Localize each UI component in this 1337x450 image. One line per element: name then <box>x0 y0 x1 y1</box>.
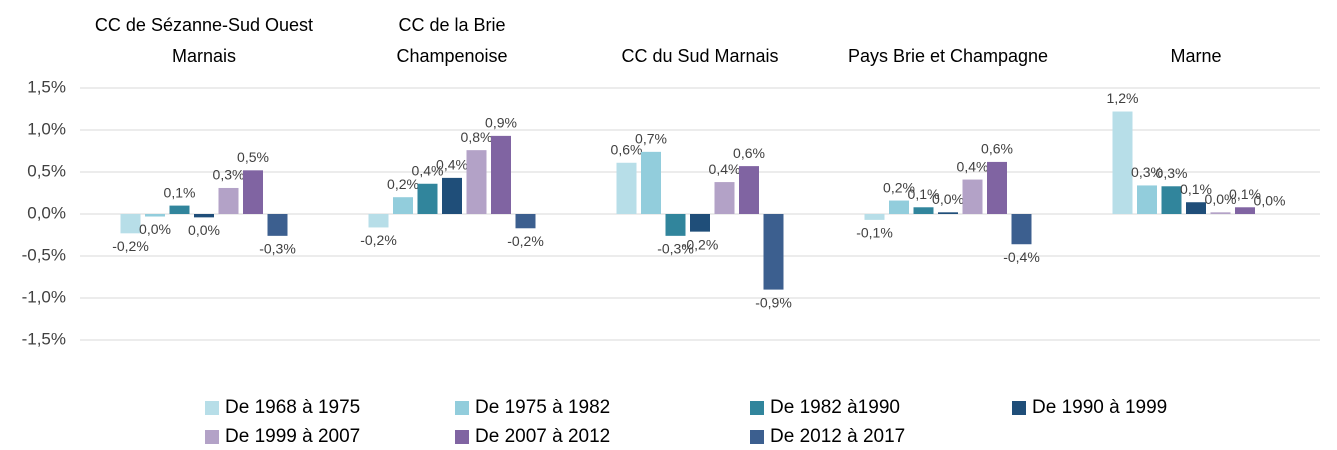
legend-label: De 1982 à1990 <box>770 397 900 418</box>
legend-swatch <box>1012 401 1026 415</box>
y-tick-label: 1,5% <box>27 77 66 96</box>
data-label: 0,3% <box>213 167 245 183</box>
bar <box>714 182 735 214</box>
data-label: 0,0% <box>1205 191 1237 207</box>
legend-label: De 2007 à 2012 <box>475 426 610 447</box>
data-label: 0,1% <box>164 184 196 200</box>
bar <box>938 212 958 214</box>
bar <box>1161 186 1182 214</box>
data-label: 0,6% <box>611 141 643 157</box>
bar <box>665 214 686 236</box>
data-label: 0,4% <box>412 162 444 178</box>
category-label: Marne <box>1170 46 1222 66</box>
data-label: 0,4% <box>957 158 989 174</box>
bar <box>442 177 462 214</box>
category-label: CC du Sud Marnais <box>621 46 779 66</box>
bar <box>515 214 536 229</box>
bar <box>120 214 141 234</box>
bar <box>218 187 239 214</box>
bar <box>641 151 661 214</box>
legend-swatch <box>750 401 764 415</box>
data-label: -0,3% <box>657 241 694 257</box>
data-label: -0,9% <box>755 294 792 310</box>
category-label: CC de la Brie Champenoise <box>396 15 508 66</box>
data-label: -0,2% <box>507 233 544 249</box>
bar <box>864 214 885 220</box>
data-label: 0,6% <box>981 141 1013 157</box>
category-label: Pays Brie et Champagne <box>847 46 1049 66</box>
legend-label: De 2012 à 2017 <box>770 426 905 447</box>
legend-swatch <box>205 401 219 415</box>
bar <box>491 135 511 214</box>
bar <box>913 207 934 214</box>
bar <box>616 162 637 214</box>
bar <box>739 166 759 214</box>
bar <box>1112 111 1133 214</box>
legend-swatch <box>455 430 469 444</box>
legend-swatch <box>205 430 219 444</box>
data-label: 0,1% <box>908 186 940 202</box>
data-label: 0,2% <box>883 179 915 195</box>
data-label: 0,0% <box>932 191 964 207</box>
bar <box>1137 185 1157 214</box>
data-label: -0,2% <box>682 236 719 252</box>
bar <box>393 197 413 214</box>
data-label: 0,7% <box>635 131 667 147</box>
y-tick-label: -0,5% <box>22 245 66 264</box>
bar <box>690 214 710 232</box>
data-label: 0,2% <box>387 176 419 192</box>
y-tick-label: -1,0% <box>22 287 66 306</box>
legend-label: De 1990 à 1999 <box>1032 397 1167 418</box>
category-label: CC de Sézanne-Sud Ouest Marnais <box>94 15 314 66</box>
data-label: -0,3% <box>259 241 296 257</box>
y-tick-label: 0,5% <box>27 161 66 180</box>
bar <box>466 150 487 214</box>
data-label: 1,2% <box>1107 90 1139 106</box>
bar <box>987 161 1007 214</box>
data-label: 0,0% <box>139 221 171 237</box>
bar <box>962 179 983 214</box>
data-label: 0,5% <box>237 149 269 165</box>
legend-label: De 1999 à 2007 <box>225 426 360 447</box>
y-tick-label: 1,0% <box>27 119 66 138</box>
data-label: 0,9% <box>485 115 517 131</box>
data-label: 0,4% <box>436 157 468 173</box>
legend-swatch <box>455 401 469 415</box>
bar <box>243 170 263 214</box>
data-label: 0,0% <box>188 222 220 238</box>
bar <box>1235 207 1255 214</box>
data-label: 0,6% <box>733 145 765 161</box>
data-label: 0,3% <box>1156 165 1188 181</box>
legend-swatch <box>750 430 764 444</box>
data-label: 0,0% <box>1254 193 1286 209</box>
data-label: -0,1% <box>856 225 893 241</box>
bar <box>417 183 438 214</box>
legend-label: De 1975 à 1982 <box>475 397 610 418</box>
bar <box>368 214 389 228</box>
bar <box>145 214 165 217</box>
bar <box>267 214 288 236</box>
data-label: 0,8% <box>461 129 493 145</box>
bar <box>1186 202 1206 214</box>
bar <box>763 214 784 290</box>
y-tick-label: -1,5% <box>22 329 66 348</box>
data-label: 0,1% <box>1180 181 1212 197</box>
data-label: 0,4% <box>709 161 741 177</box>
data-label: 0,1% <box>1229 186 1261 202</box>
data-label: -0,4% <box>1003 249 1040 265</box>
y-tick-label: 0,0% <box>27 203 66 222</box>
bar <box>1011 214 1032 245</box>
data-label: -0,2% <box>112 238 149 254</box>
bar <box>889 200 909 214</box>
bar <box>1210 212 1231 214</box>
data-label: -0,2% <box>360 232 397 248</box>
data-label: 0,3% <box>1131 164 1163 180</box>
bar <box>194 214 214 218</box>
bar <box>169 205 190 214</box>
legend-label: De 1968 à 1975 <box>225 397 360 418</box>
